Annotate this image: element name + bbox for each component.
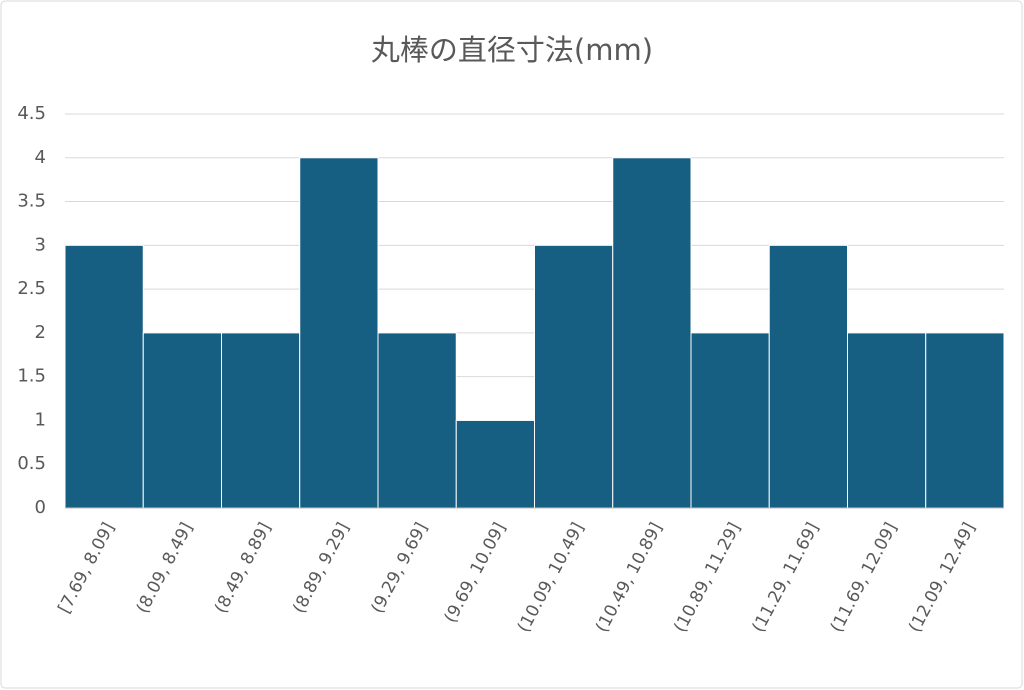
bar [142, 332, 222, 509]
bar [768, 244, 848, 509]
y-tick-label: 4 [35, 147, 46, 168]
y-tick-label: 3.5 [17, 191, 46, 212]
y-tick-label: 3 [35, 234, 46, 255]
y-tick-label: 2 [35, 322, 46, 343]
y-tick-label: 0 [35, 497, 46, 518]
y-tick-label: 1 [35, 409, 46, 430]
bar [299, 157, 379, 509]
bar [690, 332, 770, 509]
y-tick-label: 2.5 [17, 278, 46, 299]
bar [847, 332, 927, 509]
bar [377, 332, 457, 509]
bar [612, 157, 692, 509]
bar [534, 244, 614, 509]
bar [455, 419, 535, 509]
bar [925, 332, 1005, 509]
y-tick-label: 0.5 [17, 453, 46, 474]
chart-title: 丸棒の直径寸法(mm) [371, 33, 653, 67]
bar [64, 244, 144, 509]
y-tick-label: 1.5 [17, 366, 46, 387]
y-tick-label: 4.5 [17, 103, 46, 124]
bar [221, 332, 301, 509]
